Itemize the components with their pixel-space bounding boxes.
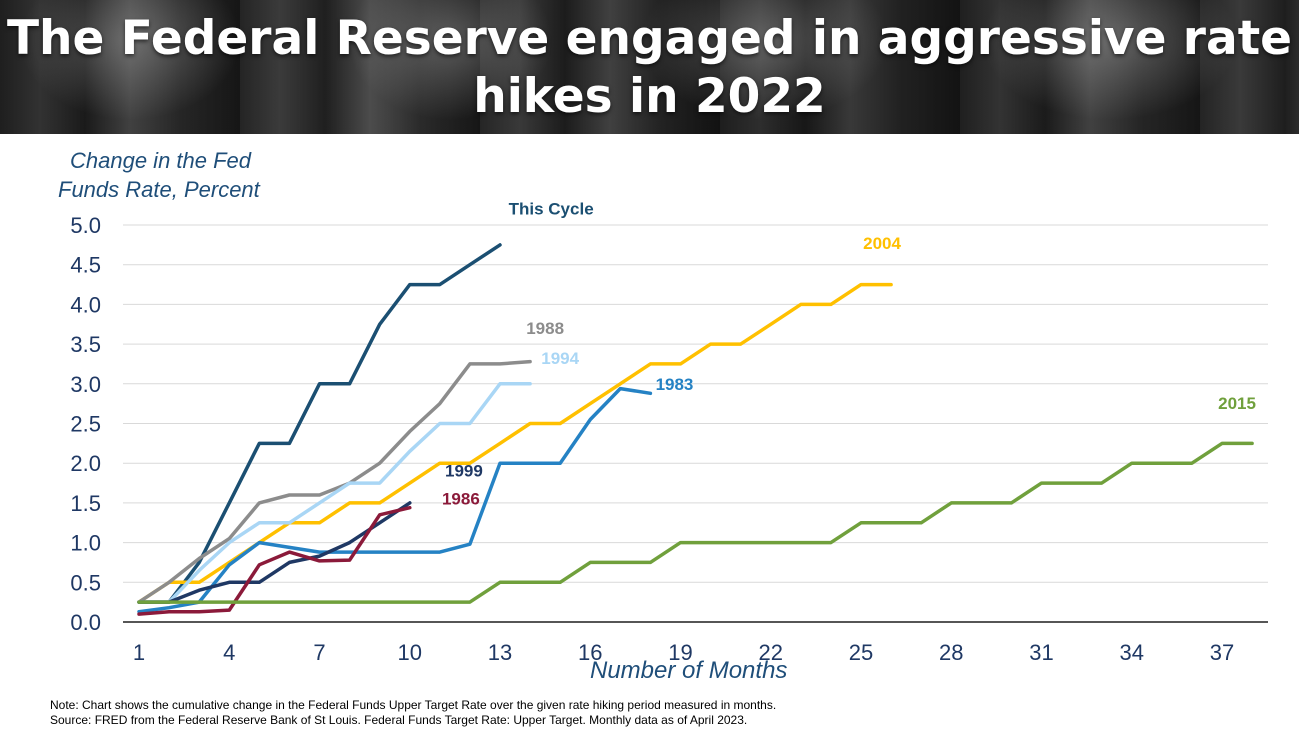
y-tick-label: 3.0 <box>70 372 101 397</box>
series-lines <box>137 243 1254 616</box>
series-label-1999: 1999 <box>445 462 483 481</box>
series-line-1983 <box>137 386 653 614</box>
x-tick-label: 4 <box>223 640 235 665</box>
note-text: Note: Chart shows the cumulative change … <box>50 698 777 712</box>
y-axis-label-line-2: Funds Rate, Percent <box>58 177 261 202</box>
x-tick-label: 10 <box>398 640 422 665</box>
y-tick-label: 0.5 <box>70 570 101 595</box>
y-tick-label: 2.5 <box>70 412 101 437</box>
y-tick-label: 1.0 <box>70 531 101 556</box>
x-tick-label: 22 <box>759 640 783 665</box>
series-line-this-cycle <box>137 243 502 604</box>
x-tick-label: 7 <box>313 640 325 665</box>
x-tick-label: 16 <box>578 640 602 665</box>
x-tick-label: 25 <box>849 640 873 665</box>
y-tick-label: 2.0 <box>70 451 101 476</box>
y-tick-label: 0.0 <box>70 610 101 635</box>
x-tick-label: 19 <box>668 640 692 665</box>
x-tick-label: 13 <box>488 640 512 665</box>
line-chart: 0.0 0.5 1.0 1.5 2.0 2.5 3.0 3.5 4.0 4.5 5.0 1 4 7 10 13… <box>58 148 1268 684</box>
series-line-1994 <box>137 382 532 604</box>
x-tick-label: 1 <box>133 640 145 665</box>
x-tick-label: 28 <box>939 640 963 665</box>
series-label-1988: 1988 <box>526 319 564 338</box>
series-labels: This Cycle 2004 1988 1994 1983 1999 1986 2015 <box>442 200 1256 509</box>
header-banner: The Federal Reserve engaged in aggressiv… <box>0 0 1299 134</box>
source-text: Source: FRED from the Federal Reserve Ba… <box>50 713 748 727</box>
series-label-this-cycle: This Cycle <box>509 200 594 219</box>
y-tick-label: 4.5 <box>70 253 101 278</box>
x-tick-label: 34 <box>1120 640 1144 665</box>
y-tick-label: 3.5 <box>70 332 101 357</box>
y-axis-label-line-1: Change in the Fed <box>70 148 252 173</box>
series-line-1988 <box>137 359 532 604</box>
page-title: The Federal Reserve engaged in aggressiv… <box>6 11 1293 124</box>
series-line-2004 <box>137 282 893 604</box>
y-tick-label: 5.0 <box>70 213 101 238</box>
series-line-1986 <box>137 505 412 616</box>
series-line-2015 <box>137 441 1254 604</box>
y-tick-label: 1.5 <box>70 491 101 516</box>
x-tick-label: 37 <box>1210 640 1234 665</box>
series-label-1994: 1994 <box>541 349 579 368</box>
series-line-1999 <box>137 501 412 604</box>
axes: 0.0 0.5 1.0 1.5 2.0 2.5 3.0 3.5 4.0 4.5 5.0 1 4 7 10 13… <box>70 213 1268 665</box>
series-label-1983: 1983 <box>656 375 694 394</box>
series-label-1986: 1986 <box>442 489 480 508</box>
gridlines <box>123 224 1268 583</box>
series-label-2004: 2004 <box>863 234 901 253</box>
series-label-2015: 2015 <box>1218 394 1256 413</box>
chart-notes: Note: Chart shows the cumulative change … <box>50 698 776 728</box>
x-tick-label: 31 <box>1029 640 1053 665</box>
y-tick-label: 4.0 <box>70 292 101 317</box>
x-axis-label: Number of Months <box>590 657 787 684</box>
